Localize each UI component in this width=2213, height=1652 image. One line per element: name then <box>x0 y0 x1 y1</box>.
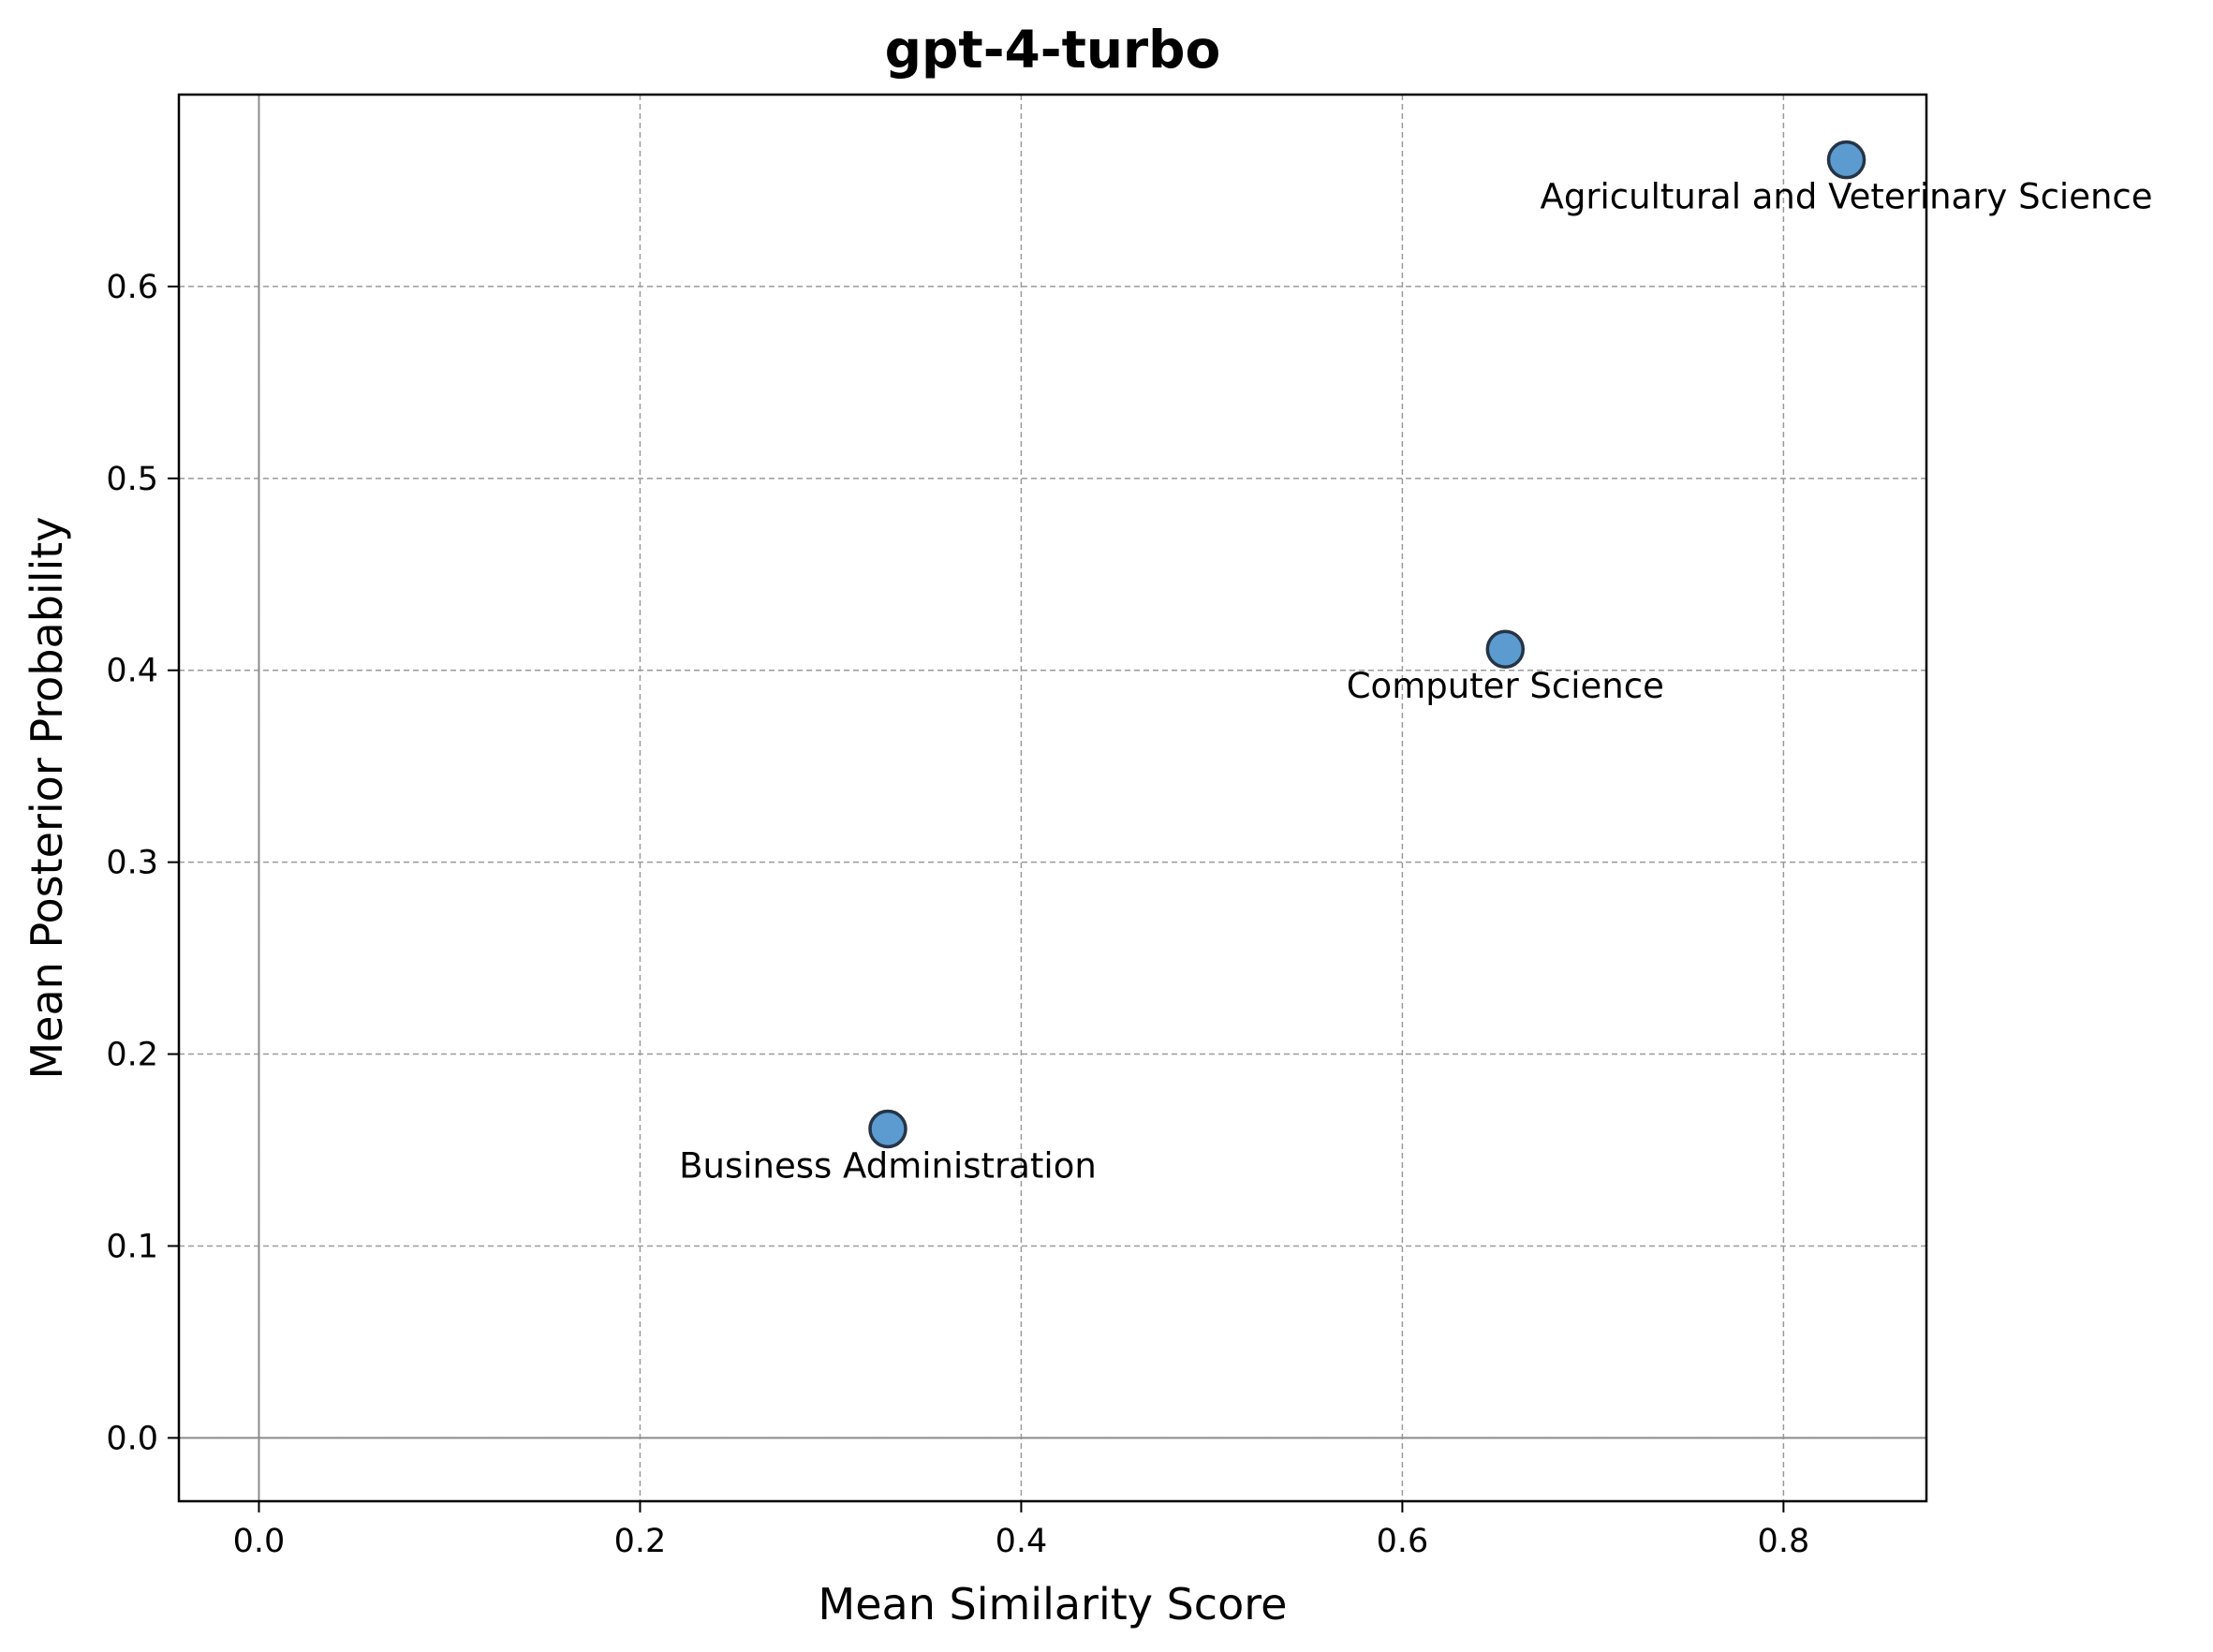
y-tick-label-3: 0.3 <box>106 845 158 882</box>
data-point-2 <box>1826 140 1866 180</box>
data-point-label-0: Business Administration <box>679 1145 1097 1186</box>
y-axis-label: Mean Posterior Probability <box>22 516 72 1079</box>
y-tick-label-4: 0.4 <box>106 653 158 690</box>
plot-area-frame <box>177 93 1928 1503</box>
y-tick-label-5: 0.5 <box>106 461 158 498</box>
data-points: Business Administration Computer Science A… <box>679 140 2153 1186</box>
reference-lines <box>179 95 1926 1501</box>
y-tick-label-0: 0.0 <box>106 1420 158 1457</box>
data-point-label-1: Computer Science <box>1347 666 1664 706</box>
data-point-0 <box>868 1109 907 1149</box>
x-tick-label-2: 0.4 <box>996 1523 1048 1560</box>
x-tick-label-1: 0.2 <box>614 1523 667 1560</box>
data-point-label-2: Agricultural and Veterinary Science <box>1541 177 2153 217</box>
chart-title: gpt-4-turbo <box>885 20 1221 80</box>
x-tick-label-0: 0.0 <box>233 1523 286 1560</box>
data-point-1 <box>1485 629 1526 669</box>
x-axis-label: Mean Similarity Score <box>819 1579 1288 1630</box>
y-tick-label-2: 0.2 <box>106 1037 158 1074</box>
axis-ticks: 0.0 0.2 0.4 0.6 0.8 0.0 0.1 0.2 0.3 0.4 0.5 0.6 <box>106 269 1809 1560</box>
y-tick-label-6: 0.6 <box>106 269 158 306</box>
x-tick-label-3: 0.6 <box>1377 1523 1429 1560</box>
y-tick-label-1: 0.1 <box>106 1228 158 1265</box>
x-tick-label-4: 0.8 <box>1758 1523 1810 1560</box>
